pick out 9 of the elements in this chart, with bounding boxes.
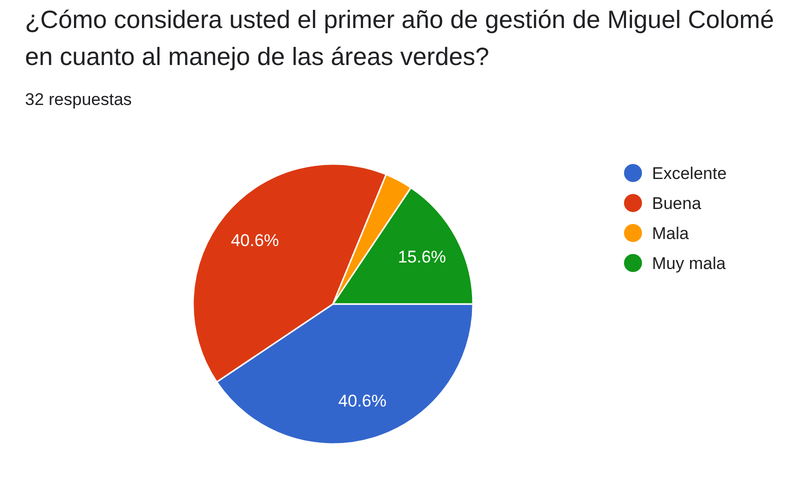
data-label: 40.6% bbox=[338, 391, 386, 410]
chart-title: ¿Cómo considera usted el primer año de gestión de Miguel Colomé en cuanto al manejo de las áreas verdes? bbox=[25, 6, 774, 71]
chart-subtitle: 32 respuestas bbox=[25, 90, 132, 109]
data-label: 15.6% bbox=[398, 248, 446, 267]
legend-label: Buena bbox=[652, 194, 702, 213]
data-label: 40.6% bbox=[230, 231, 280, 250]
legend-label: Excelente bbox=[652, 164, 727, 183]
legend-label: Mala bbox=[652, 224, 690, 243]
legend-label: Muy mala bbox=[652, 254, 726, 273]
